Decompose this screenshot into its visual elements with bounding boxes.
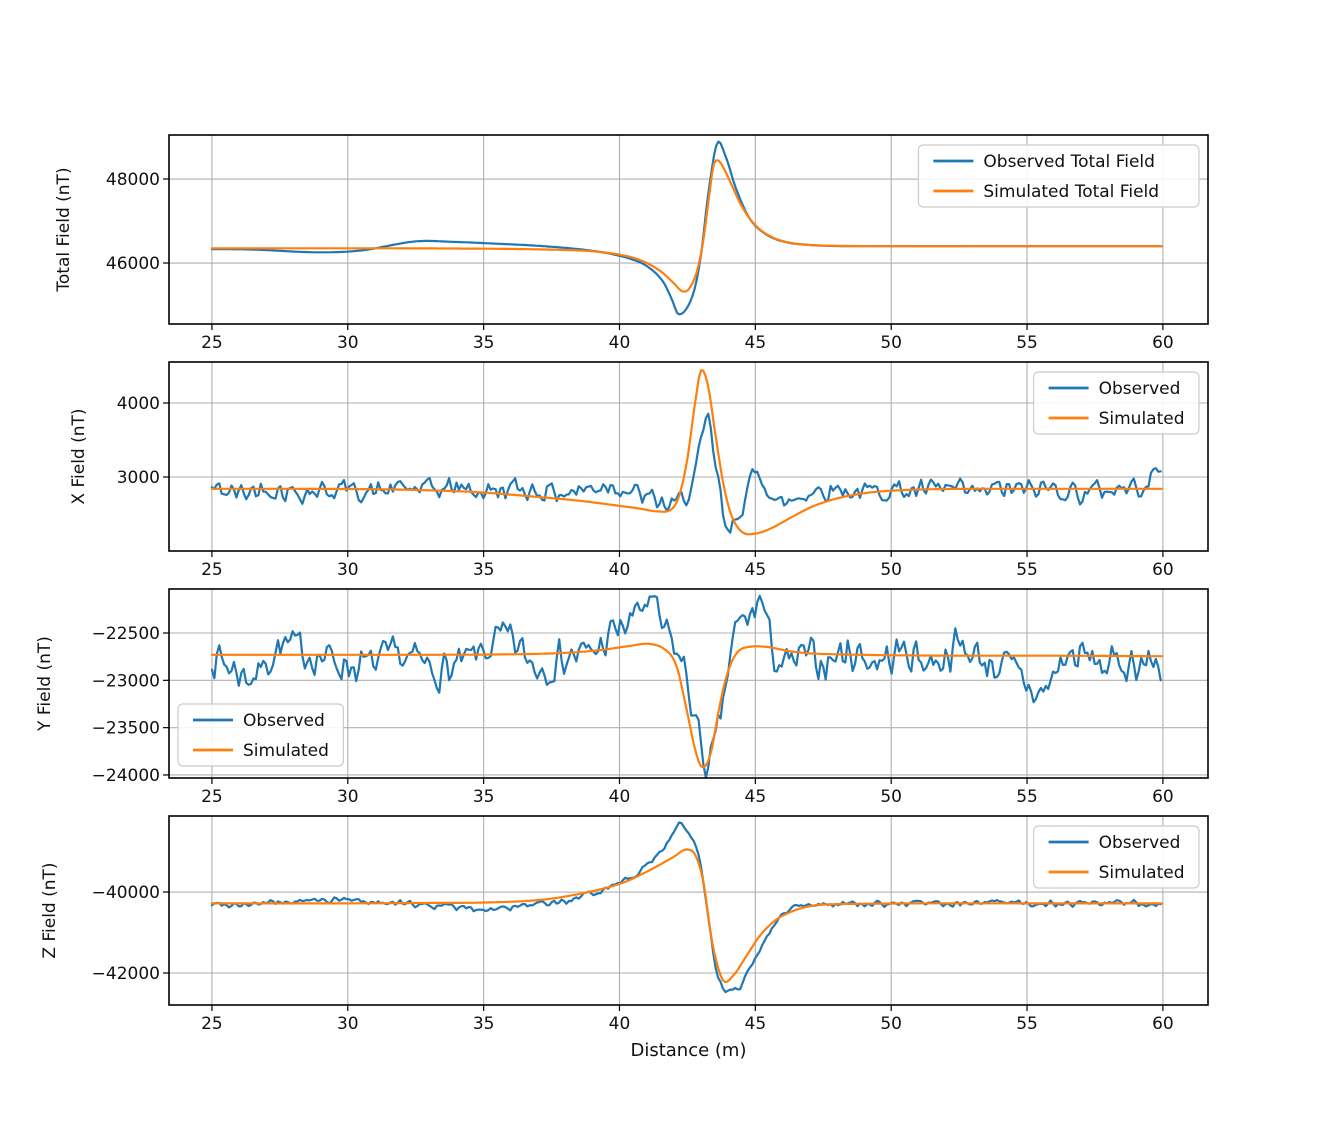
x-tick-label: 60 [1152,787,1174,807]
y-tick-label: 48000 [106,170,160,190]
y-tick-label: −23000 [92,671,160,691]
x-tick-label: 45 [745,333,767,353]
x-tick-label: 50 [880,333,902,353]
subplot-3: 25 30 35 40 45 50 55 60 −22500 −23000 −23500 −24000… [35,588,1209,807]
x-tick-label: 45 [745,787,767,807]
series-observed-line [210,821,1162,994]
legend-item-label: Observed [1099,379,1181,399]
y-axis-label: X Field (nT) [69,408,89,504]
series-observed-line [210,594,1162,778]
x-tick-label: 60 [1152,560,1174,580]
x-tick-label: 35 [473,333,495,353]
x-tick-label: 25 [201,1014,223,1034]
y-tick-label: −42000 [92,964,160,984]
y-tick-label: 4000 [117,394,160,414]
legend-item-label: Simulated [243,741,329,761]
x-tick-label: 50 [880,1014,902,1034]
y-axis-label: Z Field (nT) [40,862,60,958]
x-tick-label: 25 [201,560,223,580]
y-tick-label: 3000 [117,468,160,488]
axes-spines [168,361,1209,552]
x-tick-label: 60 [1152,1014,1174,1034]
series-simulated-line [210,369,1163,536]
y-axis-label: Y Field (nT) [35,636,55,732]
x-tick-label: 30 [337,1014,359,1034]
subplot-2: 25 30 35 40 45 50 55 60 3000 4000 X Field (nT) Obse… [69,361,1209,580]
x-tick-label: 30 [337,333,359,353]
x-tick-label: 55 [1016,333,1038,353]
x-tick-label: 55 [1016,560,1038,580]
series-simulated-line [210,642,1163,769]
x-tick-label: 50 [880,560,902,580]
x-tick-label: 40 [609,560,631,580]
x-tick-label: 30 [337,560,359,580]
y-tick-label: −40000 [92,883,160,903]
x-tick-label: 50 [880,787,902,807]
x-tick-label: 45 [745,560,767,580]
y-tick-label: −22500 [92,624,160,644]
legend-item-label: Observed [1099,833,1181,853]
y-tick-label: −24000 [92,766,160,786]
legend-item-label: Observed Total Field [983,152,1155,172]
series-simulated-line [210,848,1163,983]
series-simulated-line [210,159,1163,293]
x-axis-label: Distance (m) [630,1040,746,1061]
x-tick-label: 30 [337,787,359,807]
x-tick-label: 25 [201,787,223,807]
x-tick-label: 60 [1152,333,1174,353]
y-axis-label: Total Field (nT) [54,167,74,292]
legend-item-label: Observed [243,711,325,731]
y-tick-label: 46000 [106,254,160,274]
x-tick-label: 35 [473,560,495,580]
x-tick-label: 25 [201,333,223,353]
series-observed-line [210,412,1162,534]
x-tick-label: 55 [1016,1014,1038,1034]
x-tick-label: 40 [609,1014,631,1034]
legend-item-label: Simulated Total Field [983,182,1159,202]
y-tick-label: −23500 [92,719,160,739]
subplot-4: 25 30 35 40 45 50 55 60 −40000 −42000 Z Field (nT)… [40,815,1209,1034]
x-tick-label: 40 [609,787,631,807]
x-tick-label: 40 [609,333,631,353]
legend-item-label: Simulated [1099,863,1185,883]
x-tick-label: 35 [473,787,495,807]
legend [917,144,1200,208]
legend-item-label: Simulated [1099,409,1185,429]
axes-spines [168,815,1209,1006]
axes-spines [168,588,1209,779]
x-tick-label: 45 [745,1014,767,1034]
subplot-1: 25 30 35 40 45 50 55 60 46000 48000 Total Field (n… [54,134,1209,353]
axes-spines [168,134,1209,325]
x-tick-label: 55 [1016,787,1038,807]
x-tick-label: 35 [473,1014,495,1034]
